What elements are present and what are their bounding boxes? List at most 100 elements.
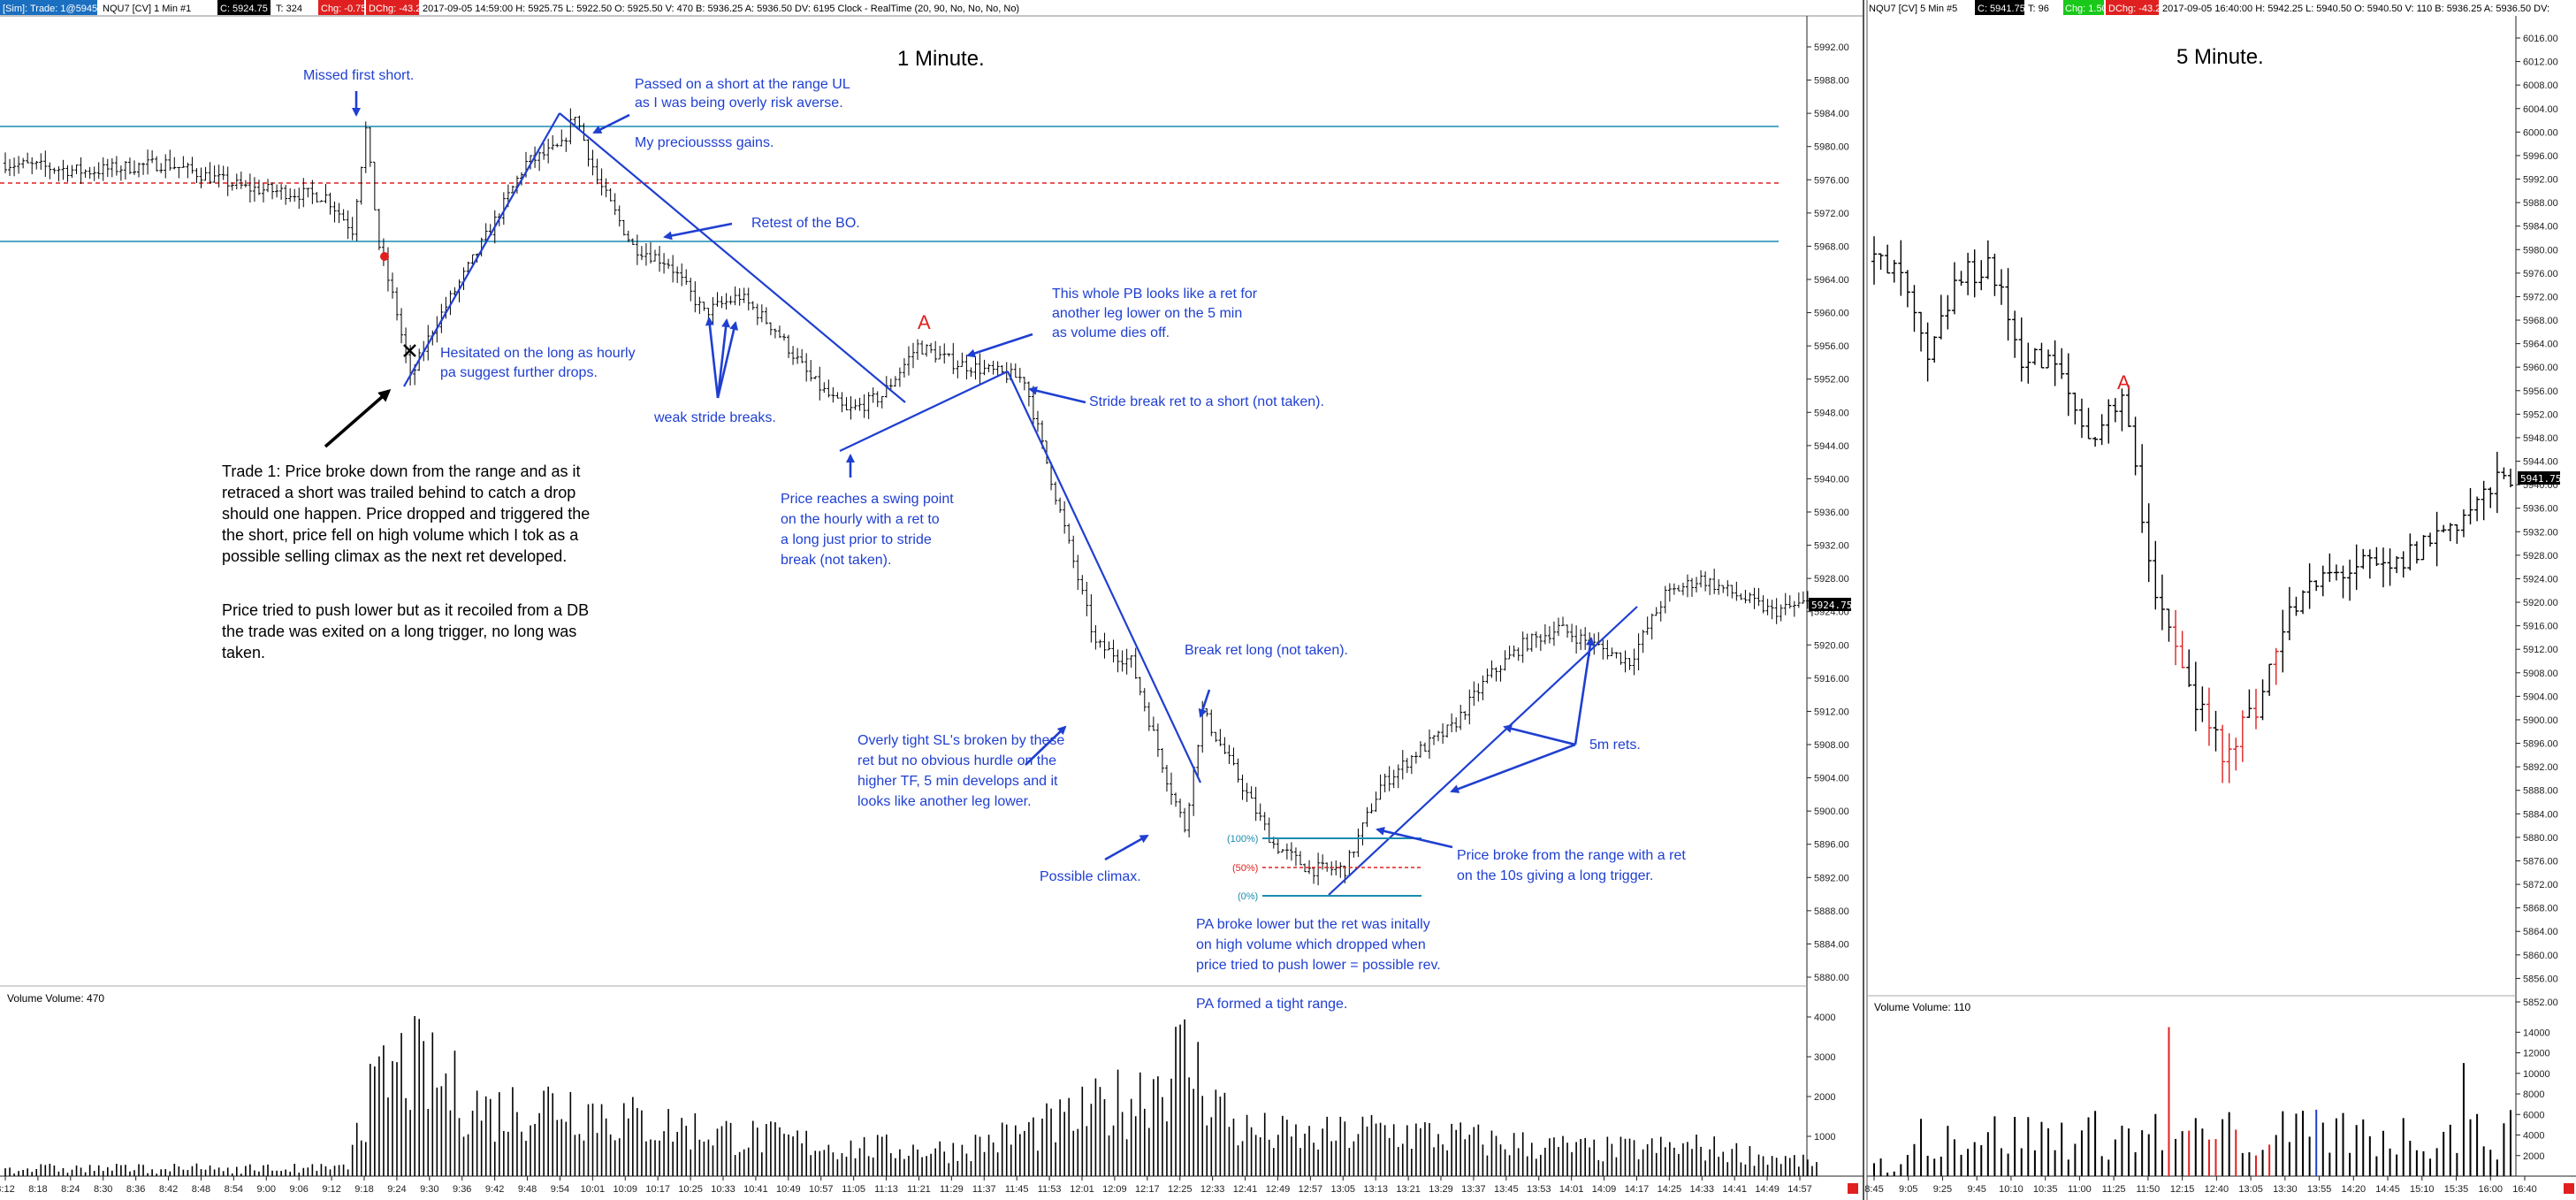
account-label[interactable]: [Sim]: Trade: 1@5945.00 <box>3 4 111 14</box>
time-tick-label: 13:05 <box>1331 1184 1356 1195</box>
note-range-break-1: Price broke from the range with a ret <box>1457 848 1686 863</box>
close-badge: C: 5941.75 <box>1978 4 2025 14</box>
note-overly-4: looks like another leg lower. <box>857 794 1032 809</box>
price-tick-label: 5964.00 <box>2523 340 2558 350</box>
note-retest-bo: Retest of the BO. <box>751 216 860 231</box>
time-tick-label: 14:49 <box>1755 1184 1780 1195</box>
volume-tick-label: 12000 <box>2523 1049 2550 1059</box>
price-tick-label: 5928.00 <box>1814 574 1849 585</box>
volume-axis[interactable]: 4000 3000 2000 1000 <box>1807 1013 1835 1143</box>
corner-marker <box>2564 1183 2574 1194</box>
time-tick-label: 11:53 <box>1038 1184 1062 1195</box>
price-tick-label: 5952.00 <box>2523 409 2558 420</box>
chart-title: 5 Minute. <box>2176 45 2264 69</box>
volume-axis[interactable]: 14000 12000 10000 8000 6000 4000 2000 <box>2516 1028 2550 1162</box>
time-tick-label: 10:10 <box>1999 1184 2023 1195</box>
time-tick-label: 14:17 <box>1625 1184 1650 1195</box>
price-tick-label: 5928.00 <box>2523 551 2558 562</box>
note-5m-rets: 5m rets. <box>1589 738 1641 753</box>
time-tick-label: 12:49 <box>1266 1184 1291 1195</box>
price-tick-label: 5980.00 <box>2523 245 2558 256</box>
time-tick-label: 8:36 <box>126 1184 145 1195</box>
time-tick-label: 16:40 <box>2512 1184 2537 1195</box>
time-tick-label: 11:37 <box>972 1184 996 1195</box>
price-tick-label: 5968.00 <box>2523 316 2558 326</box>
note-swing-2: on the hourly with a ret to <box>781 512 940 527</box>
time-tick-label: 13:29 <box>1429 1184 1453 1195</box>
time-axis[interactable]: 8:45 9:05 9:25 9:45 10:10 10:35 11:00 11:25 11:5… <box>1864 1176 2537 1195</box>
trade-note-1: Trade 1: Price broke down from the range… <box>222 462 581 480</box>
price-bars <box>1871 236 2513 783</box>
price-axis[interactable]: 5992.00 5988.00 5984.00 5980.00 5976.00 5972.… <box>1807 42 1849 983</box>
price-tick-label: 5976.00 <box>2523 269 2558 279</box>
note-whole-pb-3: as volume dies off. <box>1052 325 1170 340</box>
price-tick-label: 5884.00 <box>2523 809 2558 820</box>
price-tick-label: 5948.00 <box>2523 433 2558 444</box>
time-tick-label: 12:17 <box>1135 1184 1160 1195</box>
price-tick-label: 5924.00 <box>2523 574 2558 585</box>
fib-100-label: (100%) <box>1227 834 1258 845</box>
price-tick-label: 5980.00 <box>1814 142 1849 153</box>
volume-tick-label: 1000 <box>1814 1132 1835 1143</box>
time-axis[interactable]: 8:12 8:18 8:24 8:30 8:36 8:42 8:48 8:54 9:00 9:06… <box>0 1176 1812 1195</box>
price-tick-label: 5896.00 <box>1814 840 1849 851</box>
annotations: Missed first short. Passed on a short at… <box>303 68 1686 1012</box>
price-tick-label: 5932.00 <box>2523 527 2558 538</box>
header-info: 2017-09-05 14:59:00 H: 5925.75 L: 5922.5… <box>423 4 1019 14</box>
instrument-label[interactable]: NQU7 [CV] 1 Min #1 <box>103 4 191 14</box>
time-tick-label: 8:45 <box>1864 1184 1883 1195</box>
price-tick-label: 5968.00 <box>1814 241 1849 252</box>
time-tick-label: 12:33 <box>1200 1184 1225 1195</box>
time-tick-label: 11:25 <box>2102 1184 2126 1195</box>
note-stride-break: Stride break ret to a short (not taken). <box>1089 394 1324 409</box>
time-tick-label: 13:30 <box>2273 1184 2298 1195</box>
price-tick-label: 5892.00 <box>1814 873 1849 883</box>
price-axis[interactable]: 6016.00 6012.00 6008.00 6004.00 6000.00 5996.… <box>2516 34 2558 1008</box>
time-tick-label: 10:57 <box>809 1184 834 1195</box>
time-tick-label: 12:57 <box>1299 1184 1323 1195</box>
time-tick-label: 13:37 <box>1461 1184 1486 1195</box>
note-overly-3: higher TF, 5 min develops and it <box>857 774 1058 789</box>
time-tick-label: 9:30 <box>420 1184 438 1195</box>
note-swing-1: Price reaches a swing point <box>781 492 954 507</box>
note-overly-1: Overly tight SL's broken by these <box>857 733 1064 748</box>
price-tick-label: 5852.00 <box>2523 997 2558 1008</box>
time-tick-label: 8:54 <box>225 1184 243 1195</box>
time-tick-label: 14:01 <box>1559 1184 1584 1195</box>
price-tick-label: 5916.00 <box>2523 622 2558 632</box>
time-tick-label: 10:25 <box>678 1184 703 1195</box>
price-tick-label: 5944.00 <box>2523 457 2558 468</box>
volume-tick-label: 4000 <box>2523 1131 2544 1142</box>
note-hesitated-2: pa suggest further drops. <box>440 365 598 380</box>
price-tick-label: 5888.00 <box>2523 786 2558 797</box>
volume-tick-label: 3000 <box>1814 1052 1835 1063</box>
time-tick-label: 13:21 <box>1396 1184 1421 1195</box>
right-header: NQU7 [CV] 5 Min #5 C: 5941.75 T: 96 Chg:… <box>1869 0 2549 15</box>
price-tick-label: 5972.00 <box>2523 292 2558 302</box>
time-tick-label: 14:20 <box>2342 1184 2366 1195</box>
time-tick-label: 13:45 <box>1494 1184 1519 1195</box>
time-tick-label: 15:10 <box>2410 1184 2435 1195</box>
note-break-ret-long: Break ret long (not taken). <box>1185 643 1348 658</box>
price-tick-label: 5860.00 <box>2523 951 2558 961</box>
price-tick-label: 5912.00 <box>2523 645 2558 655</box>
time-tick-label: 13:05 <box>2238 1184 2263 1195</box>
close-badge: C: 5924.75 <box>220 4 268 14</box>
left-header: [Sim]: Trade: 1@5945.00 NQU7 [CV] 1 Min … <box>0 0 1019 15</box>
note-pa-broke-1: PA broke lower but the ret was initally <box>1196 917 1430 932</box>
instrument-label[interactable]: NQU7 [CV] 5 Min #5 <box>1869 4 1957 14</box>
price-tick-label: 5960.00 <box>1814 309 1849 319</box>
ticks-label: T: 324 <box>276 4 302 14</box>
time-tick-label: 9:06 <box>289 1184 308 1195</box>
price-tick-label: 5956.00 <box>1814 341 1849 352</box>
price-tick-label: 5908.00 <box>1814 740 1849 751</box>
price-tick-label: 5880.00 <box>2523 833 2558 844</box>
dchg-badge: DChg: -43.25 <box>2108 4 2166 14</box>
volume-label: Volume Volume: 110 <box>1874 1001 1971 1013</box>
volume-tick-label: 8000 <box>2523 1089 2544 1100</box>
note-passed-short-1: Passed on a short at the range UL <box>635 77 850 92</box>
time-tick-label: 8:24 <box>61 1184 80 1195</box>
trend-lines <box>403 112 1638 896</box>
price-tick-label: 5888.00 <box>1814 906 1849 917</box>
trade-note-6: Price tried to push lower but as it reco… <box>222 601 589 619</box>
